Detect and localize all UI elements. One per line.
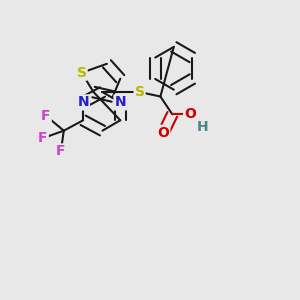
Text: H: H [197,120,209,134]
Text: N: N [77,95,89,110]
Text: N: N [115,95,126,110]
Text: F: F [38,131,48,145]
Text: S: S [135,85,145,99]
Text: O: O [158,126,169,140]
Text: S: S [76,66,87,80]
Text: F: F [41,109,51,123]
Text: O: O [184,107,196,121]
Text: F: F [56,145,66,158]
